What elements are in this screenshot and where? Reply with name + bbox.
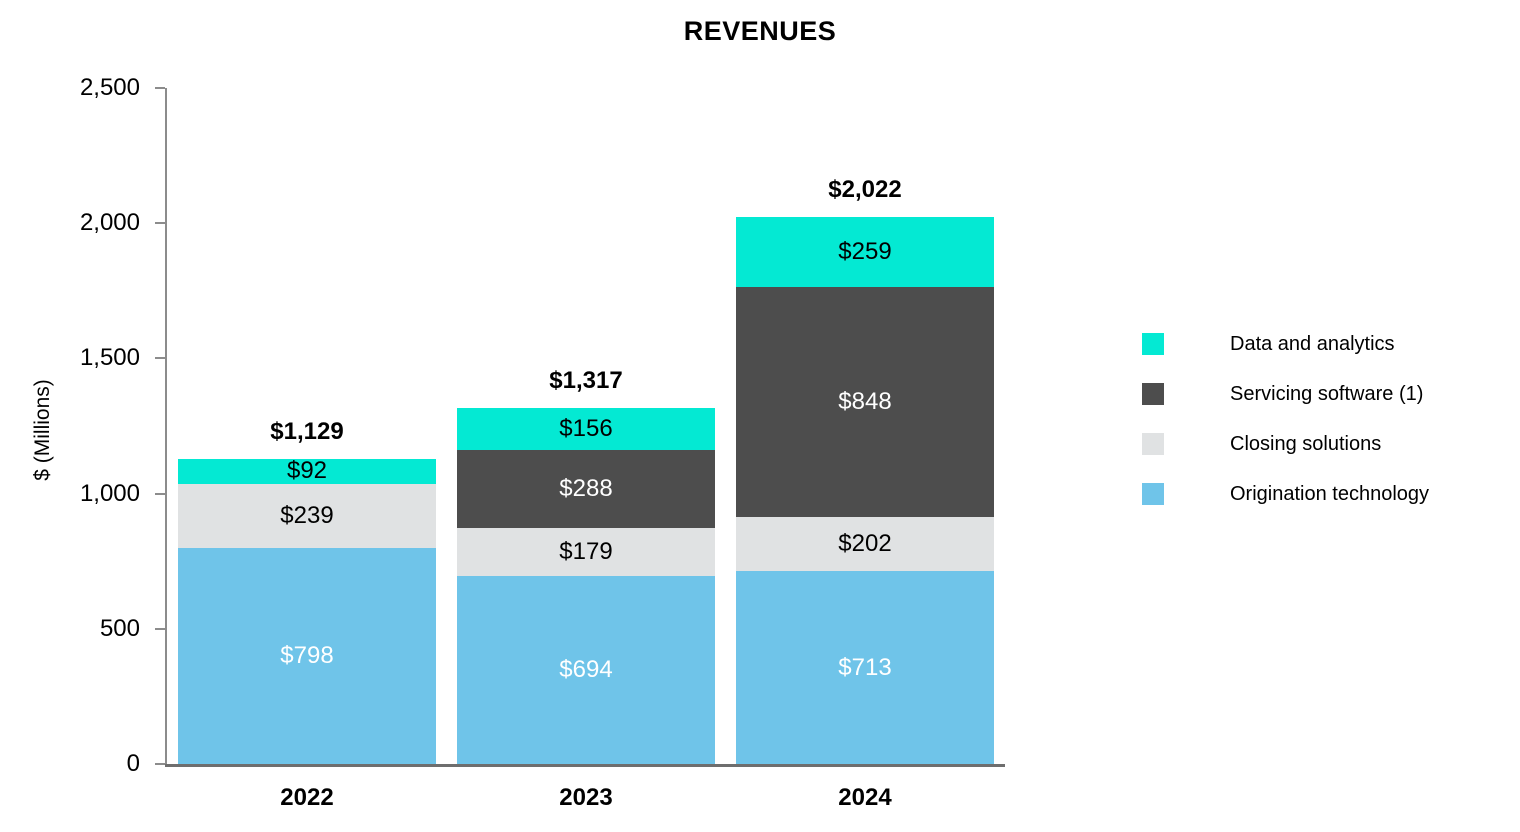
bar-segment-label: $202 (838, 529, 892, 557)
y-tick-mark (155, 763, 165, 765)
bar-segment-label: $156 (559, 414, 613, 442)
y-tick-label: 1,500 (79, 344, 140, 371)
legend-label: Closing solutions (1230, 432, 1382, 455)
bar-segment-label: $694 (559, 656, 613, 684)
legend-item: Closing solutions (1142, 433, 1429, 455)
bar-segment: $713 (736, 571, 994, 764)
bar-segment-label: $92 (286, 457, 328, 485)
bar-segment-label: $848 (838, 387, 892, 415)
x-tick-label: 2024 (838, 784, 892, 811)
y-tick-label: 2,000 (79, 209, 140, 236)
bar-segment: $156 (457, 407, 715, 451)
bar-segment: $179 (457, 527, 715, 577)
legend-label: Origination technology (1230, 482, 1430, 505)
bar-segment: $694 (457, 576, 715, 764)
bar-segment-label: $179 (559, 538, 613, 566)
x-axis-line (165, 764, 1005, 767)
chart-title: REVENUES (683, 16, 837, 46)
y-tick-label: 2,500 (79, 74, 140, 101)
y-tick-mark (155, 628, 165, 630)
legend-item: Origination technology (1142, 483, 1429, 505)
bar-segment: $92 (178, 459, 436, 484)
y-tick-mark (155, 493, 165, 495)
x-tick-label: 2022 (280, 784, 334, 811)
bar-segment: $202 (736, 516, 994, 572)
y-axis-label: $ (Millions) (31, 379, 54, 481)
legend-label: Data and analytics (1230, 332, 1395, 355)
bar-segment-label: $288 (559, 475, 613, 502)
legend-swatch (1142, 383, 1164, 405)
y-tick-mark (155, 357, 165, 359)
y-tick-label: 1,000 (79, 480, 140, 507)
bar-segment: $239 (178, 483, 436, 549)
y-tick-label: 500 (99, 615, 140, 642)
bar-segment: $798 (178, 548, 436, 764)
bar-segment: $259 (736, 217, 994, 288)
x-tick-label: 2023 (559, 784, 613, 811)
bar-segment-label: $239 (280, 501, 334, 529)
bar-total-label: $2,022 (828, 176, 902, 204)
bar-total-label: $1,317 (549, 366, 623, 394)
legend-item: Data and analytics (1142, 333, 1429, 355)
legend-swatch (1142, 333, 1164, 355)
bar-total-label: $1,129 (270, 417, 344, 445)
bar-segment-label: $259 (838, 238, 892, 266)
y-tick-label: 0 (126, 750, 140, 777)
legend-swatch (1142, 433, 1164, 455)
y-tick-mark (155, 87, 165, 89)
legend-swatch (1142, 483, 1164, 505)
y-tick-mark (155, 222, 165, 224)
bar-segment: $848 (736, 287, 994, 517)
bar-segment-label: $798 (280, 642, 334, 670)
y-axis-line (165, 88, 167, 767)
bar-segment: $288 (457, 450, 715, 528)
legend-label: Servicing software (1) (1230, 382, 1424, 405)
legend-item: Servicing software (1) (1142, 383, 1429, 405)
bar-segment-label: $713 (838, 653, 892, 681)
legend: Data and analytics Servicing software (1)… (1142, 333, 1429, 533)
